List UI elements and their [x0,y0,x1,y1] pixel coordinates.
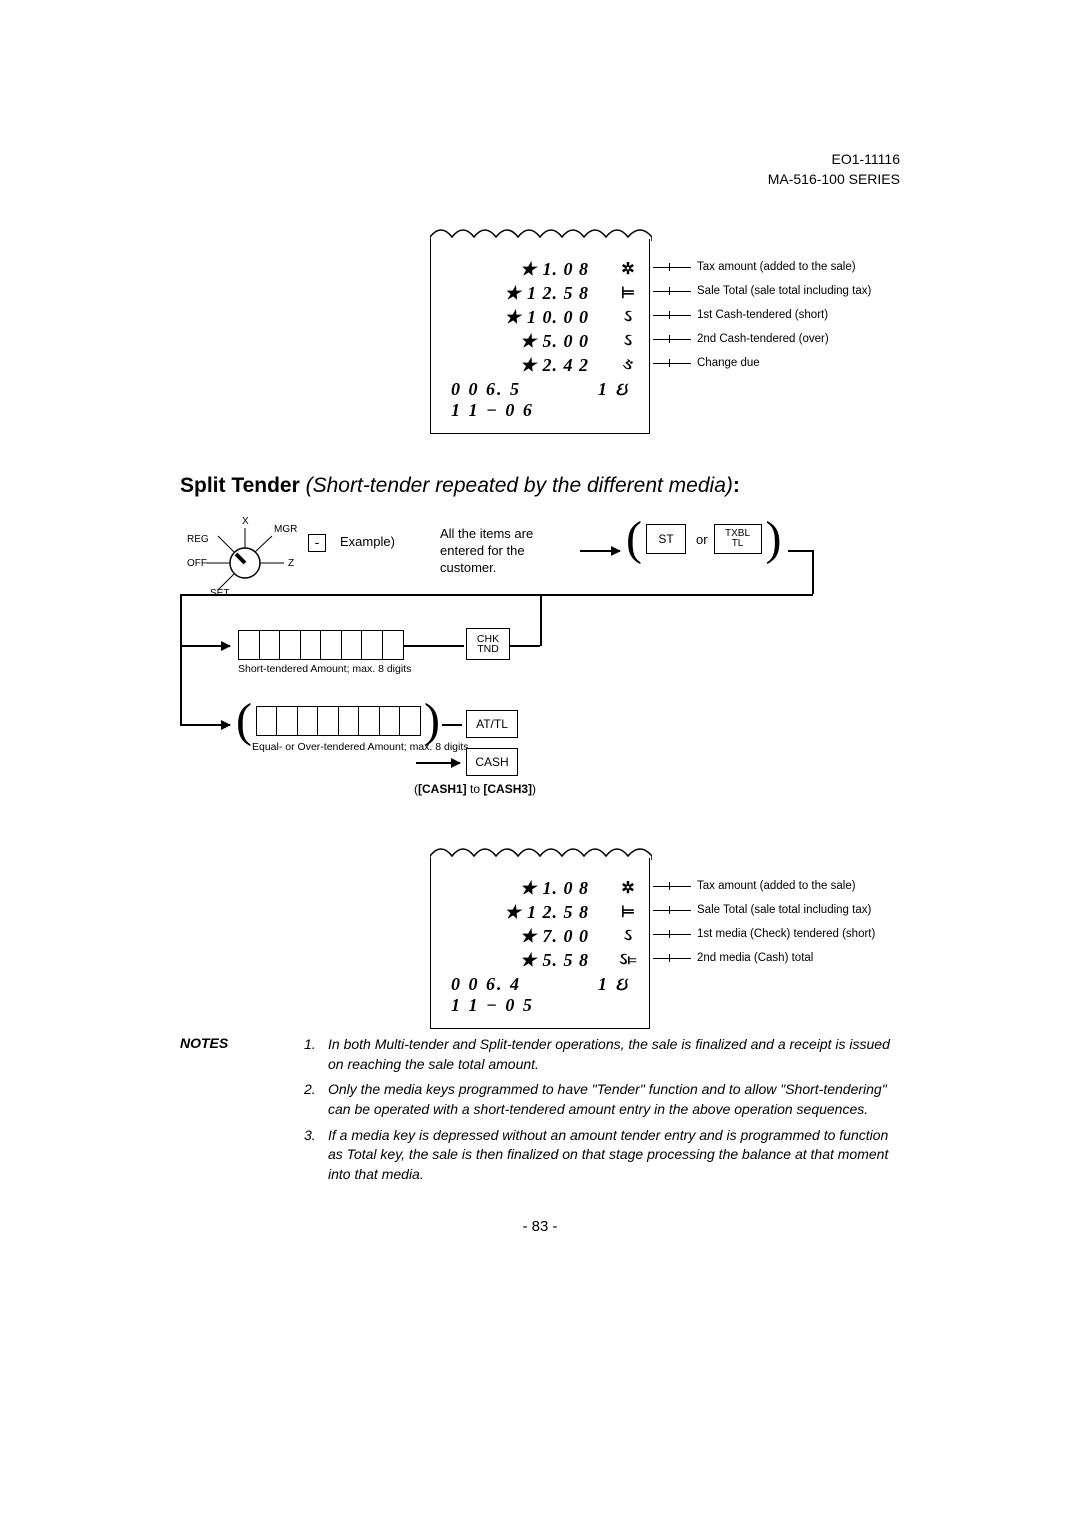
receipt-value: ★ 1. 0 8 [441,878,617,899]
receipt-value: ★ 1 2. 5 8 [441,283,617,304]
flow-diagram: X MGR REG OFF SET Z - Example) All the i… [180,510,900,850]
receipt-line: ★ 1. 0 8 ✲ Tax amount (added to the sale… [441,876,639,900]
over-note: Equal- or Over-tendered Amount; max. 8 d… [252,741,469,753]
chk-tnd-key: CHK TND [466,628,510,660]
section-title: Split Tender (Short-tender repeated by t… [180,474,900,498]
counter: 0 0 6. 4 [451,974,521,995]
receipt-symbol: ✲ [617,259,639,279]
doc-series: MA-516-100 SERIES [180,170,900,190]
knob-off: OFF [187,558,207,569]
receipt-value: ★ 2. 4 2 [441,355,617,376]
title-colon: : [733,474,740,497]
short-amount-digits [238,630,402,665]
receipt-line: ★ 1. 0 8 ✲ Tax amount (added to the sale… [441,257,639,281]
knob-x: X [242,516,249,527]
paren-open: ( [626,524,642,554]
arrow [416,762,460,764]
title-italic: (Short-tender repeated by the different … [300,474,733,497]
receipt-symbol: ✲ [617,878,639,898]
receipt-body: ★ 1. 0 8 ✲ Tax amount (added to the sale… [430,858,650,1029]
mode-indicator: 1 ઇ [598,379,629,400]
cash-key: CASH [466,748,518,776]
short-note: Short-tendered Amount; max. 8 digits [238,663,411,675]
receipt-value: ★ 1. 0 8 [441,259,617,280]
st-group: ( ST or TXBL TL ) [626,524,782,554]
receipt-symbol: ⊨ [617,283,639,303]
receipt-line: ★ 1 2. 5 8 ⊨ Sale Total (sale total incl… [441,281,639,305]
receipt-annotation: Tax amount (added to the sale) [653,880,856,892]
title-bold: Split Tender [180,474,300,497]
over-amount-group: ( ) [236,706,440,736]
doc-number: EO1-11116 [180,150,900,170]
receipt-symbol: ⊨ [617,902,639,922]
receipt-annotation: Change due [653,357,760,369]
mode-knob: X MGR REG OFF SET Z [190,518,300,623]
arrow [222,724,230,726]
receipt-annotation: Tax amount (added to the sale) [653,261,856,273]
example-label: Example) [340,534,395,549]
note-item: In both Multi-tender and Split-tender op… [304,1035,900,1074]
knob-z: Z [288,558,294,569]
receipt-torn-edge [430,844,652,860]
page-content: EO1-11116 MA-516-100 SERIES ★ 1. 0 8 ✲ T… [0,0,1080,1235]
items-text: All the items are entered for the custom… [440,526,580,577]
receipt-footer: 0 0 6. 5 1 ઇ 1 1 − 0 6 [441,379,639,421]
receipt-value: ★ 1 2. 5 8 [441,902,617,923]
page-number: - 83 - [180,1218,900,1235]
date: 1 1 − 0 5 [441,995,639,1016]
receipt-symbol: ઽ [617,332,639,350]
receipt-line: ★ 7. 0 0 ઽ 1st media (Check) tendered (s… [441,924,639,948]
st-key: ST [646,524,686,554]
notes-section: NOTES In both Multi-tender and Split-ten… [180,1035,900,1190]
receipt-annotation: 1st media (Check) tendered (short) [653,928,875,940]
note-item: Only the media keys programmed to have "… [304,1080,900,1119]
notes-label: NOTES [180,1035,304,1190]
receipt-torn-edge [430,225,652,241]
counter: 0 0 6. 5 [451,379,521,400]
receipt-annotation: 1st Cash-tendered (short) [653,309,828,321]
mode-indicator: 1 ઇ [598,974,629,995]
minus-key: - [308,534,326,552]
cash-range: ([CASH1] to [CASH3]) [414,782,536,796]
arrow [580,550,620,552]
paren-close: ) [424,706,440,736]
receipt-1: ★ 1. 0 8 ✲ Tax amount (added to the sale… [180,239,900,434]
date: 1 1 − 0 6 [441,400,639,421]
receipt-line: ★ 5. 5 8 ઽ⊨ 2nd media (Cash) total [441,948,639,972]
txbl-key: TXBL TL [714,524,762,554]
knob-mgr: MGR [274,524,297,535]
receipt-value: ★ 5. 0 0 [441,331,617,352]
receipt-value: ★ 1 0. 0 0 [441,307,617,328]
note-item: If a media key is depressed without an a… [304,1126,900,1185]
knob-reg: REG [187,534,209,545]
receipt-line: ★ 1 2. 5 8 ⊨ Sale Total (sale total incl… [441,900,639,924]
receipt-annotation: 2nd media (Cash) total [653,952,813,964]
receipt-symbol: ઙ [617,356,639,374]
receipt-annotation: Sale Total (sale total including tax) [653,285,871,297]
receipt-line: ★ 5. 0 0 ઽ 2nd Cash-tendered (over) [441,329,639,353]
receipt-body: ★ 1. 0 8 ✲ Tax amount (added to the sale… [430,239,650,434]
notes-list: In both Multi-tender and Split-tender op… [304,1035,900,1190]
receipt-2: ★ 1. 0 8 ✲ Tax amount (added to the sale… [180,858,900,1029]
or-text: or [696,532,708,547]
receipt-symbol: ઽ [617,927,639,945]
attl-key: AT/TL [466,710,518,738]
receipt-line: ★ 1 0. 0 0 ઽ 1st Cash-tendered (short) [441,305,639,329]
receipt-value: ★ 7. 0 0 [441,926,617,947]
receipt-annotation: Sale Total (sale total including tax) [653,904,871,916]
receipt-annotation: 2nd Cash-tendered (over) [653,333,829,345]
receipt-symbol: ઽ⊨ [617,951,639,969]
receipt-line: ★ 2. 4 2 ઙ Change due [441,353,639,377]
receipt-symbol: ઽ [617,308,639,326]
paren-open: ( [236,706,252,736]
receipt-value: ★ 5. 5 8 [441,950,617,971]
paren-close: ) [766,524,782,554]
doc-header: EO1-11116 MA-516-100 SERIES [180,150,900,189]
arrow [222,645,230,647]
receipt-footer: 0 0 6. 4 1 ઇ 1 1 − 0 5 [441,974,639,1016]
